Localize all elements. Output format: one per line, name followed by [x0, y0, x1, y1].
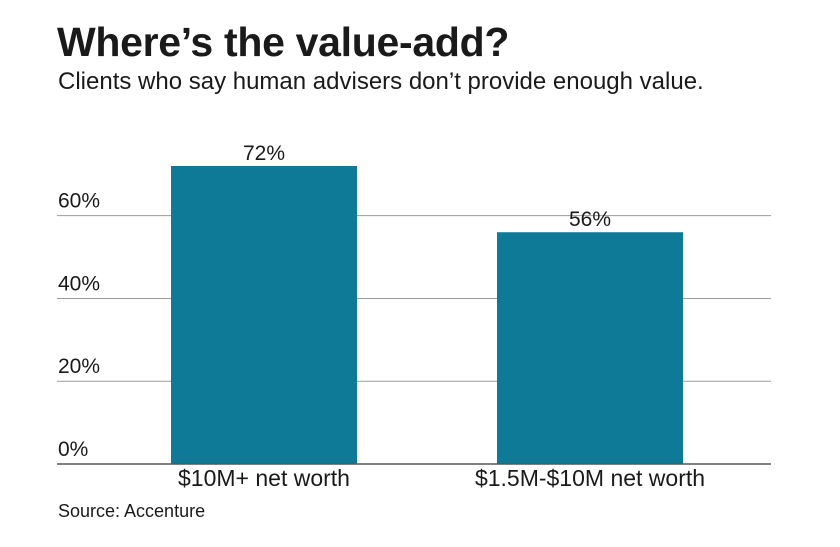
- x-tick-label: $10M+ net worth: [178, 465, 350, 491]
- y-tick-label: 20%: [58, 355, 100, 378]
- source-note: Source: Accenture: [58, 501, 206, 521]
- x-tick-label: $1.5M-$10M net worth: [475, 465, 705, 491]
- y-tick-labels: 0% 20% 40% 60%: [58, 190, 100, 461]
- y-tick-label: 40%: [58, 272, 100, 295]
- chart-title: Where’s the value-add?: [57, 19, 510, 65]
- bars: [171, 166, 683, 464]
- data-label: 56%: [569, 208, 611, 231]
- bar: [497, 232, 683, 464]
- data-label: 72%: [243, 142, 285, 165]
- chart-subtitle: Clients who say human advisers don’t pro…: [58, 68, 704, 95]
- data-labels: 72% 56%: [243, 142, 611, 231]
- y-tick-label: 0%: [58, 438, 88, 461]
- y-tick-label: 60%: [58, 190, 100, 213]
- x-tick-labels: $10M+ net worth $1.5M-$10M net worth: [178, 465, 705, 491]
- bar: [171, 166, 357, 464]
